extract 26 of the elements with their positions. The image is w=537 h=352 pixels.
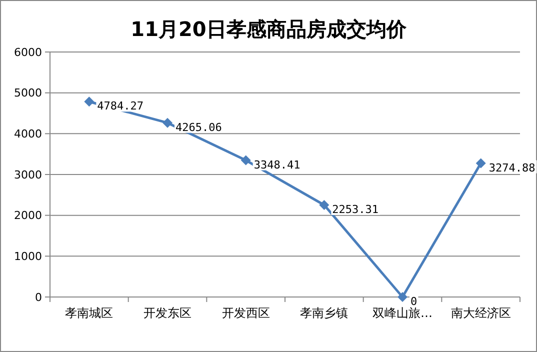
data-label: 4265.06 [176,120,222,134]
y-tick-label: 0 [35,290,42,304]
y-tick-label: 4000 [14,128,42,141]
data-label: 4784.27 [97,100,144,113]
point [240,155,251,166]
y-tick-label: 1000 [14,250,42,264]
x-tick-label: 双峰山旅… [372,306,432,320]
point [162,118,172,128]
point [84,96,94,107]
y-tick-label: 5000 [14,86,42,100]
y-tick-label: 6000 [14,46,42,59]
data-label: 2253.31 [332,202,379,216]
data-label: 3274.88 [488,161,536,174]
point [319,200,330,210]
x-tick-label: 开发西区 [222,306,270,320]
y-tick-label: 2000 [14,209,42,222]
x-tick-label: 孝南乡镇 [300,306,348,320]
chart-title: 11月20日孝感商品房成交均价 [130,17,408,41]
x-tick-label: 南大经济区 [450,306,511,320]
x-tick-label: 孝南城区 [65,306,114,320]
y-tick-label: 3000 [14,168,42,182]
x-tick-label: 开发东区 [144,306,192,320]
data-label: 3348.41 [254,158,300,172]
data-label: 0 [410,295,418,308]
point [476,158,486,168]
point [398,292,408,302]
